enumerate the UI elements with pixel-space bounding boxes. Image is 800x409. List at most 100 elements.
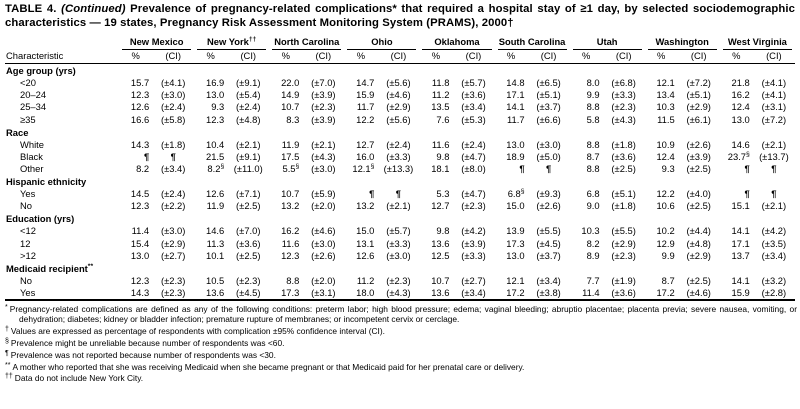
pct-cell: 12.3 (130, 274, 150, 286)
not-reported-mark: ¶ (519, 162, 525, 174)
state-header-5: South Carolina (495, 35, 570, 51)
pct-cell: 13.7 (731, 249, 750, 261)
state-header-3: Ohio (344, 35, 419, 51)
pct-cell: 16.2 (731, 89, 750, 101)
footnote: ** A mother who reported that she was rec… (5, 361, 797, 373)
ci-cell: (±2.3) (160, 286, 186, 298)
pct-cell: 14.6 (731, 138, 750, 150)
ci-cell: (±4.8) (236, 113, 261, 125)
ci-cell: (±4.3) (611, 113, 636, 125)
footnote-marker: †† (5, 373, 13, 381)
ci-cell: (±3.9) (686, 150, 711, 162)
state-header-0: New Mexico (119, 35, 194, 51)
ci-cell: (±2.4) (461, 138, 486, 150)
ci-cell: (±2.3) (611, 101, 636, 113)
pct-cell: 10.2 (656, 225, 675, 237)
pct-cell: 12.6 (205, 188, 225, 200)
ci-subheader: (CI) (302, 50, 345, 65)
ci-cell: (±2.4) (160, 188, 186, 200)
pct-cell: 14.7 (356, 77, 375, 89)
ci-cell: (±7.0) (311, 77, 336, 89)
pct-cell: 12.3 (281, 249, 300, 261)
ci-cell: (±3.3) (461, 249, 486, 261)
pct-cell: 13.2 (281, 200, 300, 212)
ci-cell: (±3.0) (386, 249, 411, 261)
ci-cell: (±2.5) (236, 200, 261, 212)
state-header-6: Utah (570, 35, 645, 51)
not-reported-mark: ¶ (395, 188, 402, 200)
ci-cell: (±7.2) (761, 113, 787, 125)
pct-cell: 18.1 (431, 162, 450, 174)
table-title-continued: (Continued) (61, 3, 126, 15)
ci-cell: (±2.8) (761, 286, 787, 298)
ci-cell: (±4.3) (311, 150, 336, 162)
pct-cell: 13.0 (506, 249, 525, 261)
ci-cell: (±1.8) (611, 138, 636, 150)
ci-cell: (±2.3) (461, 200, 486, 212)
pct-cell: 15.0 (506, 200, 525, 212)
table-title: TABLE 4. (Continued) Prevalence of pregn… (5, 3, 795, 30)
ci-cell: (±2.0) (311, 200, 336, 212)
document-page: TABLE 4. (Continued) Prevalence of pregn… (5, 3, 797, 384)
ci-cell: (±2.5) (686, 200, 711, 212)
pct-cell: 8.2 (136, 162, 150, 174)
pct-cell: 7.6 (436, 113, 450, 125)
row-label: White (20, 138, 44, 150)
percent-subheader: % (269, 50, 303, 65)
pct-cell: 14.3 (130, 138, 150, 150)
pct-cell: 17.3 (281, 286, 300, 298)
pct-cell: 12.6 (130, 101, 150, 113)
ci-cell: (±4.6) (386, 89, 411, 101)
percent-subheader: % (419, 50, 453, 65)
pct-cell: 15.1 (731, 200, 750, 212)
pct-cell: 13.6 (431, 286, 450, 298)
ci-cell: (±3.8) (536, 286, 561, 298)
table-row: 25–34 12.6 (±2.4) 9.3 (±2.4) 10.7 (±2.3) 11.7 (±… (5, 101, 795, 113)
pct-cell: 11.7 (356, 101, 375, 113)
ci-cell: (±5.9) (311, 188, 336, 200)
ci-cell: (±3.2) (761, 274, 787, 286)
ci-cell: (±13.7) (759, 150, 789, 162)
ci-subheader: (CI) (452, 50, 495, 65)
footnote: ¶ Prevalence was not reported because num… (5, 349, 797, 361)
ci-cell: (±2.9) (160, 237, 186, 249)
ci-cell: (±2.4) (160, 101, 186, 113)
pct-cell: 13.5 (431, 101, 450, 113)
pct-cell: 8.0 (586, 77, 600, 89)
table-title-number: TABLE 4. (5, 3, 62, 15)
pct-cell: 8.2§ (207, 162, 225, 174)
pct-cell: 9.9 (661, 249, 675, 261)
table-row: ≥35 16.6 (±5.8) 12.3 (±4.8) 8.3 (±3.9) 12.2 (±5.… (5, 114, 795, 126)
row-label: Yes (20, 188, 36, 200)
pct-cell: 11.4 (131, 225, 150, 237)
not-reported-mark: ¶ (143, 150, 150, 162)
ci-cell: (±7.1) (236, 188, 261, 200)
ci-cell: (±6.5) (536, 77, 561, 89)
table-title-text: Prevalence of pregnancy-related complica… (5, 3, 795, 29)
ci-cell: (±5.5) (611, 225, 636, 237)
ci-cell: (±5.4) (236, 89, 261, 101)
ci-subheader: (CI) (527, 50, 570, 65)
pct-cell: 10.4 (205, 138, 225, 150)
pct-cell: 13.0 (205, 89, 225, 101)
ci-cell: (±2.3) (386, 274, 411, 286)
pct-cell: 12.4 (656, 150, 675, 162)
ci-cell: (±2.9) (686, 249, 711, 261)
table-row: >12 13.0 (±2.7) 10.1 (±2.5) 12.3 (±2.6) 12.6 (±3… (5, 250, 795, 262)
characteristic-header: Characteristic (5, 50, 120, 65)
ci-cell: (±2.1) (761, 200, 787, 212)
ci-cell: (±4.5) (236, 286, 261, 298)
ci-cell: (±13.3) (383, 162, 414, 174)
ci-cell: (±1.8) (160, 138, 186, 150)
pct-cell: 14.9 (281, 89, 300, 101)
ci-cell: (±3.4) (761, 249, 787, 261)
footnote-text: Data do not include New York City. (14, 373, 144, 384)
pct-cell: 11.2 (356, 274, 375, 286)
section-label: Hispanic ethnicity (6, 176, 87, 188)
ci-cell: (±2.9) (686, 101, 711, 113)
ci-cell: (±4.8) (686, 237, 711, 249)
pct-cell: 11.4 (582, 286, 600, 298)
table-row: <12 11.4 (±3.0) 14.6 (±7.0) 16.2 (±4.6) 15.0 (±5… (5, 225, 795, 237)
pct-cell: 15.4 (130, 237, 150, 249)
ci-cell: (±2.5) (236, 249, 261, 261)
